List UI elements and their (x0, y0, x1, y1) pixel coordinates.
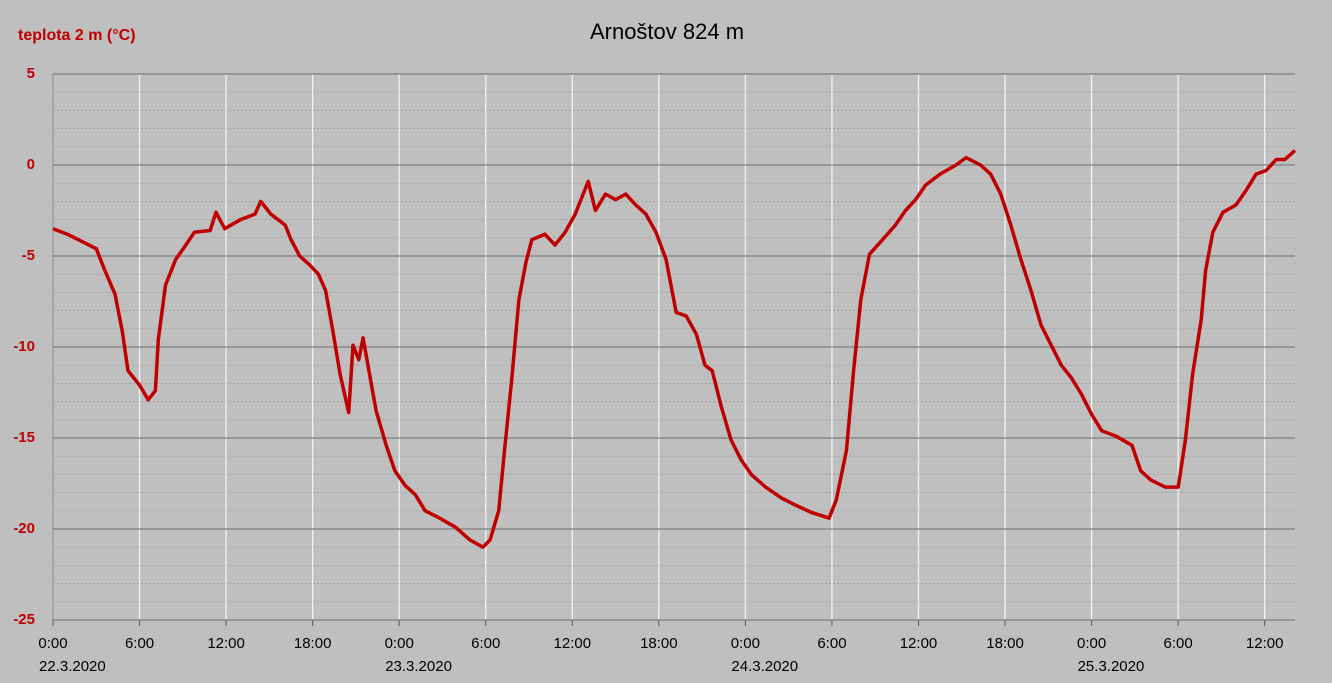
x-tick-label: 6:00 (817, 635, 846, 652)
date-label: 25.3.2020 (1078, 658, 1145, 675)
y-tick-label: -20 (13, 520, 35, 537)
x-tick-label: 12:00 (900, 635, 938, 652)
x-tick-label: 12:00 (207, 635, 245, 652)
y-tick-label: -25 (13, 611, 35, 628)
y-tick-label: -5 (22, 247, 35, 264)
y-axis-label: teplota 2 m (°C) (18, 27, 136, 44)
x-tick-label: 0:00 (1077, 635, 1106, 652)
x-tick-label: 12:00 (554, 635, 592, 652)
x-tick-label: 0:00 (38, 635, 67, 652)
x-tick-label: 18:00 (294, 635, 332, 652)
x-tick-label: 0:00 (385, 635, 414, 652)
x-tick-label: 6:00 (125, 635, 154, 652)
x-tick-label: 6:00 (1164, 635, 1193, 652)
y-tick-label: 0 (27, 156, 35, 173)
x-tick-label: 18:00 (986, 635, 1024, 652)
chart-title: Arnoštov 824 m (590, 19, 744, 44)
x-tick-label: 6:00 (471, 635, 500, 652)
y-tick-label: -15 (13, 429, 35, 446)
date-label: 22.3.2020 (39, 658, 106, 675)
y-tick-label: -10 (13, 338, 35, 355)
x-tick-label: 12:00 (1246, 635, 1284, 652)
y-tick-label: 5 (27, 65, 35, 82)
x-tick-label: 18:00 (640, 635, 678, 652)
temperature-line (52, 149, 1297, 549)
x-tick-label: 0:00 (731, 635, 760, 652)
date-label: 23.3.2020 (385, 658, 452, 675)
date-label: 24.3.2020 (731, 658, 798, 675)
